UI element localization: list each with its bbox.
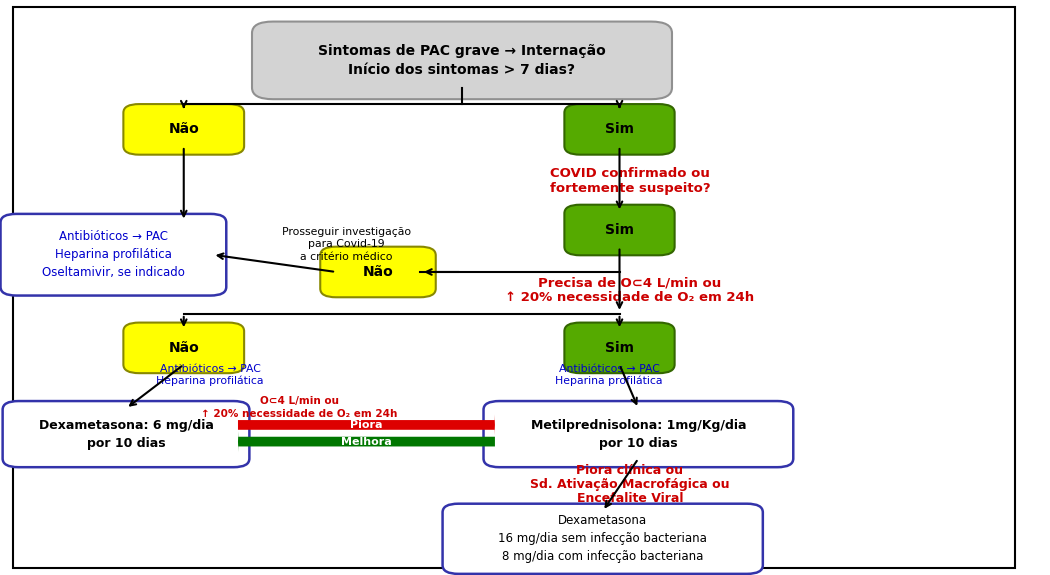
FancyBboxPatch shape: [13, 7, 1015, 568]
FancyBboxPatch shape: [565, 205, 674, 255]
Text: Antibióticos → PAC
Heparina profilática
Oseltamivir, se indicado: Antibióticos → PAC Heparina profilática …: [42, 230, 185, 279]
Text: Melhora: Melhora: [341, 436, 392, 447]
Text: Antibióticos → PAC: Antibióticos → PAC: [160, 364, 260, 374]
Text: fortemente suspeito?: fortemente suspeito?: [550, 182, 710, 195]
Text: Heparina profilática: Heparina profilática: [555, 376, 663, 386]
Text: Não: Não: [362, 265, 394, 279]
Text: Piora clínica ou: Piora clínica ou: [576, 465, 684, 477]
FancyBboxPatch shape: [3, 401, 250, 467]
Text: Antibióticos → PAC: Antibióticos → PAC: [559, 364, 659, 374]
FancyBboxPatch shape: [565, 323, 674, 373]
FancyBboxPatch shape: [320, 247, 436, 297]
Text: Prosseguir investigação: Prosseguir investigação: [282, 227, 411, 237]
Text: a critério médico: a critério médico: [300, 252, 393, 262]
FancyBboxPatch shape: [1, 214, 227, 296]
FancyBboxPatch shape: [252, 21, 672, 99]
Text: para Covid-19: para Covid-19: [309, 239, 384, 250]
Text: Precisa de O⊂4 L/min ou: Precisa de O⊂4 L/min ou: [539, 277, 721, 290]
Text: Piora: Piora: [351, 420, 382, 430]
Text: Sim: Sim: [605, 122, 634, 136]
Text: Sintomas de PAC grave → Internação
Início dos sintomas > 7 dias?: Sintomas de PAC grave → Internação Iníci…: [318, 44, 606, 77]
Text: ↑ 20% necessidade de O₂ em 24h: ↑ 20% necessidade de O₂ em 24h: [505, 292, 755, 304]
Text: O⊂4 L/min ou: O⊂4 L/min ou: [259, 396, 339, 406]
Text: Encefalite Viral: Encefalite Viral: [576, 492, 684, 505]
FancyBboxPatch shape: [483, 401, 794, 467]
FancyBboxPatch shape: [442, 504, 762, 574]
Text: Heparina profilática: Heparina profilática: [156, 376, 264, 386]
Text: Não: Não: [168, 341, 200, 355]
FancyBboxPatch shape: [565, 104, 674, 155]
Text: Dexametasona: 6 mg/dia
por 10 dias: Dexametasona: 6 mg/dia por 10 dias: [39, 419, 213, 450]
Text: COVID confirmado ou: COVID confirmado ou: [550, 167, 710, 180]
FancyBboxPatch shape: [123, 104, 244, 155]
Text: Sd. Ativação Macrofágica ou: Sd. Ativação Macrofágica ou: [530, 478, 730, 491]
Text: ↑ 20% necessidade de O₂ em 24h: ↑ 20% necessidade de O₂ em 24h: [201, 409, 398, 419]
FancyBboxPatch shape: [123, 323, 244, 373]
Text: Sim: Sim: [605, 341, 634, 355]
Text: Não: Não: [168, 122, 200, 136]
Text: Dexametasona
16 mg/dia sem infecção bacteriana
8 mg/dia com infecção bacteriana: Dexametasona 16 mg/dia sem infecção bact…: [499, 514, 707, 563]
Text: Metilprednisolona: 1mg/Kg/dia
por 10 dias: Metilprednisolona: 1mg/Kg/dia por 10 dia…: [530, 419, 747, 450]
Text: Sim: Sim: [605, 223, 634, 237]
